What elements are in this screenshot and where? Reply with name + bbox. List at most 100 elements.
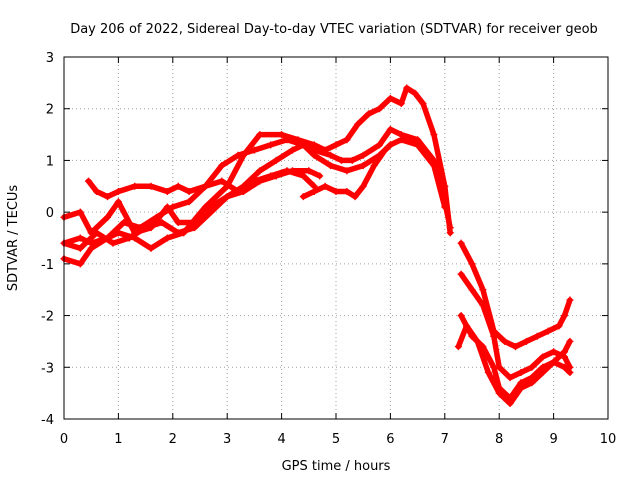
data-point-marker [544,327,552,335]
data-point-marker [185,198,193,206]
data-point-marker [376,105,384,113]
data-point-marker [506,374,514,382]
data-point-marker [495,389,503,397]
data-point-marker [397,136,405,144]
x-tick-label: 5 [332,432,340,447]
data-point-marker [501,337,509,345]
data-point-marker [376,141,384,149]
data-point-marker [191,218,199,226]
data-point-marker [201,182,209,190]
data-point-marker [522,337,530,345]
y-tick-label: -2 [41,310,54,325]
data-point-marker [321,182,329,190]
x-tick-label: 2 [169,432,177,447]
data-point-marker [267,172,275,180]
data-point-marker [506,399,514,407]
data-point-marker [125,234,133,242]
data-point-marker [163,203,171,211]
data-point-marker [457,312,465,320]
data-point-marker [147,224,155,232]
data-point-marker [76,244,84,252]
data-point-marker [332,187,340,195]
data-point-marker [517,384,525,392]
data-point-marker [218,177,226,185]
data-point-marker [131,229,139,237]
data-point-marker [512,343,520,351]
data-point-marker [354,120,362,128]
data-point-marker [430,131,438,139]
y-tick-label: 3 [46,51,54,66]
data-point-marker [299,141,307,149]
data-point-marker [327,151,335,159]
chart-title: Day 206 of 2022, Sidereal Day-to-day VTE… [70,22,598,37]
data-point-marker [147,182,155,190]
data-point-marker [267,141,275,149]
data-point-marker [539,368,547,376]
data-point-marker [386,125,394,133]
data-point-marker [430,162,438,170]
data-point-marker [359,151,367,159]
data-point-marker [223,193,231,201]
data-point-marker [386,141,394,149]
data-point-marker [310,187,318,195]
data-point-marker [566,296,574,304]
grid-lines [64,57,608,419]
data-point-marker [473,337,481,345]
data-point-marker [365,110,373,118]
data-point-marker [479,286,487,294]
data-point-marker [411,89,419,97]
data-point-marker [104,193,112,201]
data-point-marker [316,172,324,180]
data-point-marker [359,162,367,170]
data-point-marker [517,368,525,376]
data-point-marker [528,379,536,387]
data-point-marker [114,198,122,206]
data-point-marker [397,100,405,108]
data-point-marker [457,239,465,247]
data-point-marker [403,84,411,92]
x-tick-label: 9 [549,432,557,447]
data-point-marker [484,368,492,376]
data-point-marker [174,229,182,237]
data-point-marker [87,229,95,237]
data-point-marker [174,182,182,190]
data-point-marker [479,301,487,309]
y-axis-label: SDTVAR / TECUs [6,185,21,292]
x-tick-label: 0 [60,432,68,447]
data-point-marker [174,218,182,226]
series-line [458,240,573,350]
x-tick-label: 4 [277,432,285,447]
data-point-marker [343,136,351,144]
data-point-marker [560,348,568,356]
data-point-marker [351,193,359,201]
data-point-marker [234,187,242,195]
data-point-marker [299,172,307,180]
x-tick-labels: 0 1 2 3 4 5 6 7 8 9 10 [60,432,616,447]
data-point-marker [283,167,291,175]
series-line [300,142,394,200]
data-point-marker [256,131,264,139]
data-point-marker [250,177,258,185]
x-tick-label: 3 [223,432,231,447]
data-series-trace-6 [299,141,394,201]
data-point-marker [76,234,84,242]
data-point-marker [147,244,155,252]
data-point-marker [446,224,454,232]
data-point-marker [332,141,340,149]
series-line [455,323,573,407]
data-point-marker [419,100,427,108]
data-point-marker [218,162,226,170]
data-point-marker [109,239,117,247]
y-tick-label: -4 [41,413,54,428]
data-point-marker [288,146,296,154]
data-point-marker [457,270,465,278]
series-line [458,271,573,381]
data-series-group [60,84,574,407]
x-tick-label: 8 [495,432,503,447]
data-point-marker [305,167,313,175]
data-point-marker [278,131,286,139]
y-tick-label: 1 [46,154,54,169]
y-tick-labels: -4 -3 -2 -1 0 1 2 3 [41,51,54,428]
data-point-marker [327,162,335,170]
data-point-marker [490,363,498,371]
